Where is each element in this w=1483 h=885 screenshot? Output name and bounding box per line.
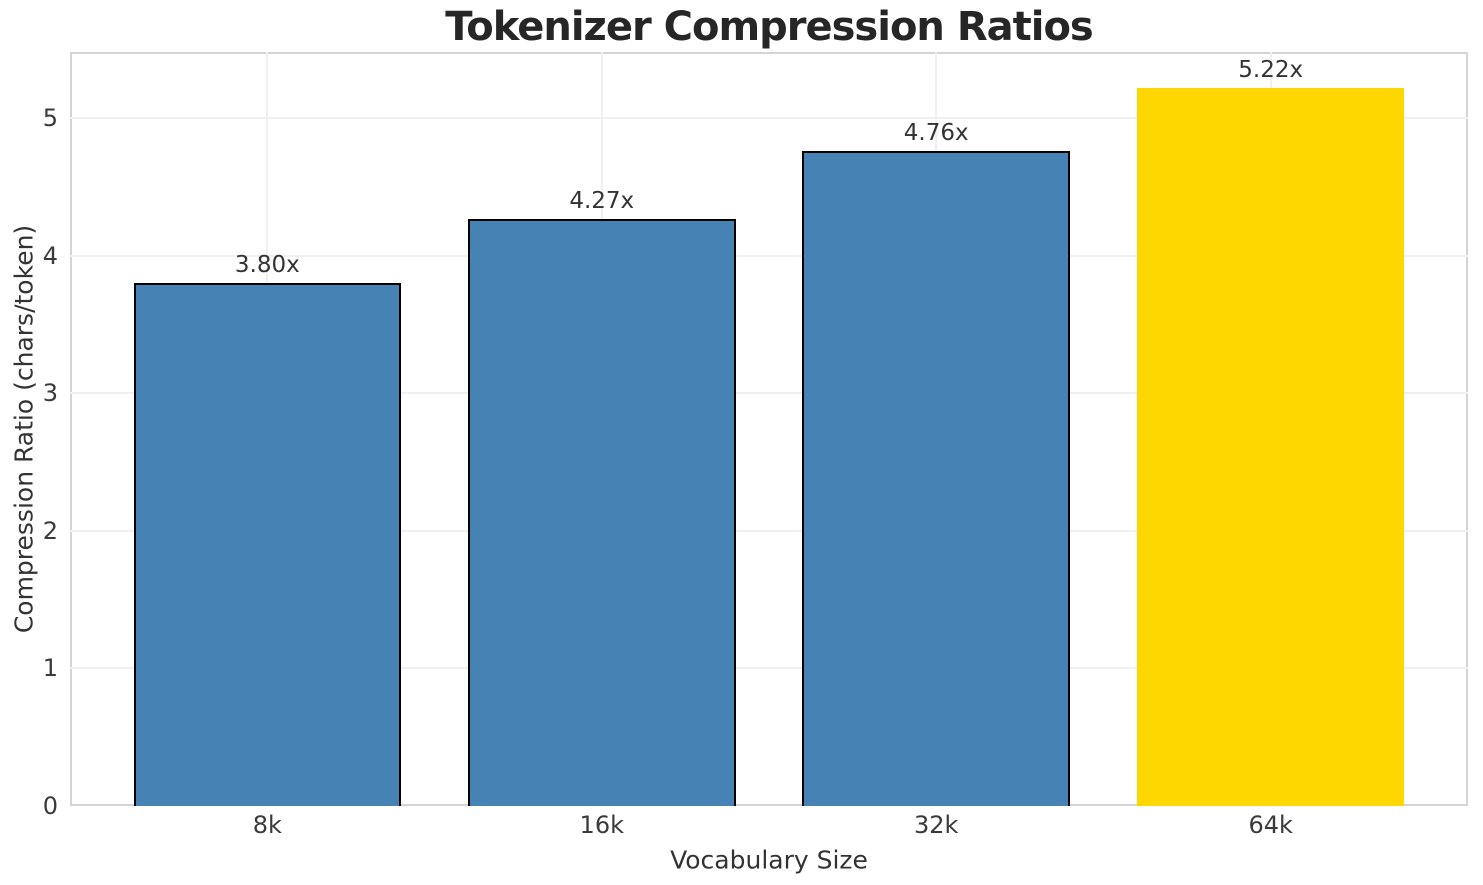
y-tick-label: 4 xyxy=(42,241,58,270)
bar-32k xyxy=(802,151,1070,806)
bar-value-label: 4.76x xyxy=(903,120,969,147)
chart-title: Tokenizer Compression Ratios xyxy=(445,4,1093,50)
bar-value-label: 4.27x xyxy=(569,187,635,214)
bar-8k xyxy=(133,283,402,806)
y-tick-label: 3 xyxy=(42,379,58,408)
x-tick-label: 8k xyxy=(252,811,282,839)
x-axis-tick-labels: 8k 16k 32k 64k xyxy=(70,811,1468,843)
x-axis-label: Vocabulary Size xyxy=(670,845,868,875)
h-gridline xyxy=(70,254,1468,257)
y-axis-tick-labels: 0 1 2 3 4 5 xyxy=(0,52,58,820)
h-gridline xyxy=(70,392,1468,395)
h-gridline xyxy=(70,667,1468,670)
h-gridline xyxy=(70,529,1468,532)
y-tick-label: 5 xyxy=(42,104,58,133)
y-tick-label: 1 xyxy=(42,654,58,683)
plot-area: 3.80x 4.27x 4.76x 5.22x xyxy=(70,52,1468,806)
y-tick-label: 2 xyxy=(42,516,58,545)
bar-16k xyxy=(467,218,736,806)
x-tick-label: 64k xyxy=(1248,811,1293,839)
y-tick-label: 0 xyxy=(42,792,58,820)
bar-64k xyxy=(1136,87,1405,806)
h-gridline xyxy=(70,117,1468,120)
x-tick-label: 32k xyxy=(914,811,959,839)
bar-value-label: 3.80x xyxy=(234,252,300,279)
x-tick-label: 16k xyxy=(579,811,624,839)
bar-value-label: 5.22x xyxy=(1238,56,1304,83)
